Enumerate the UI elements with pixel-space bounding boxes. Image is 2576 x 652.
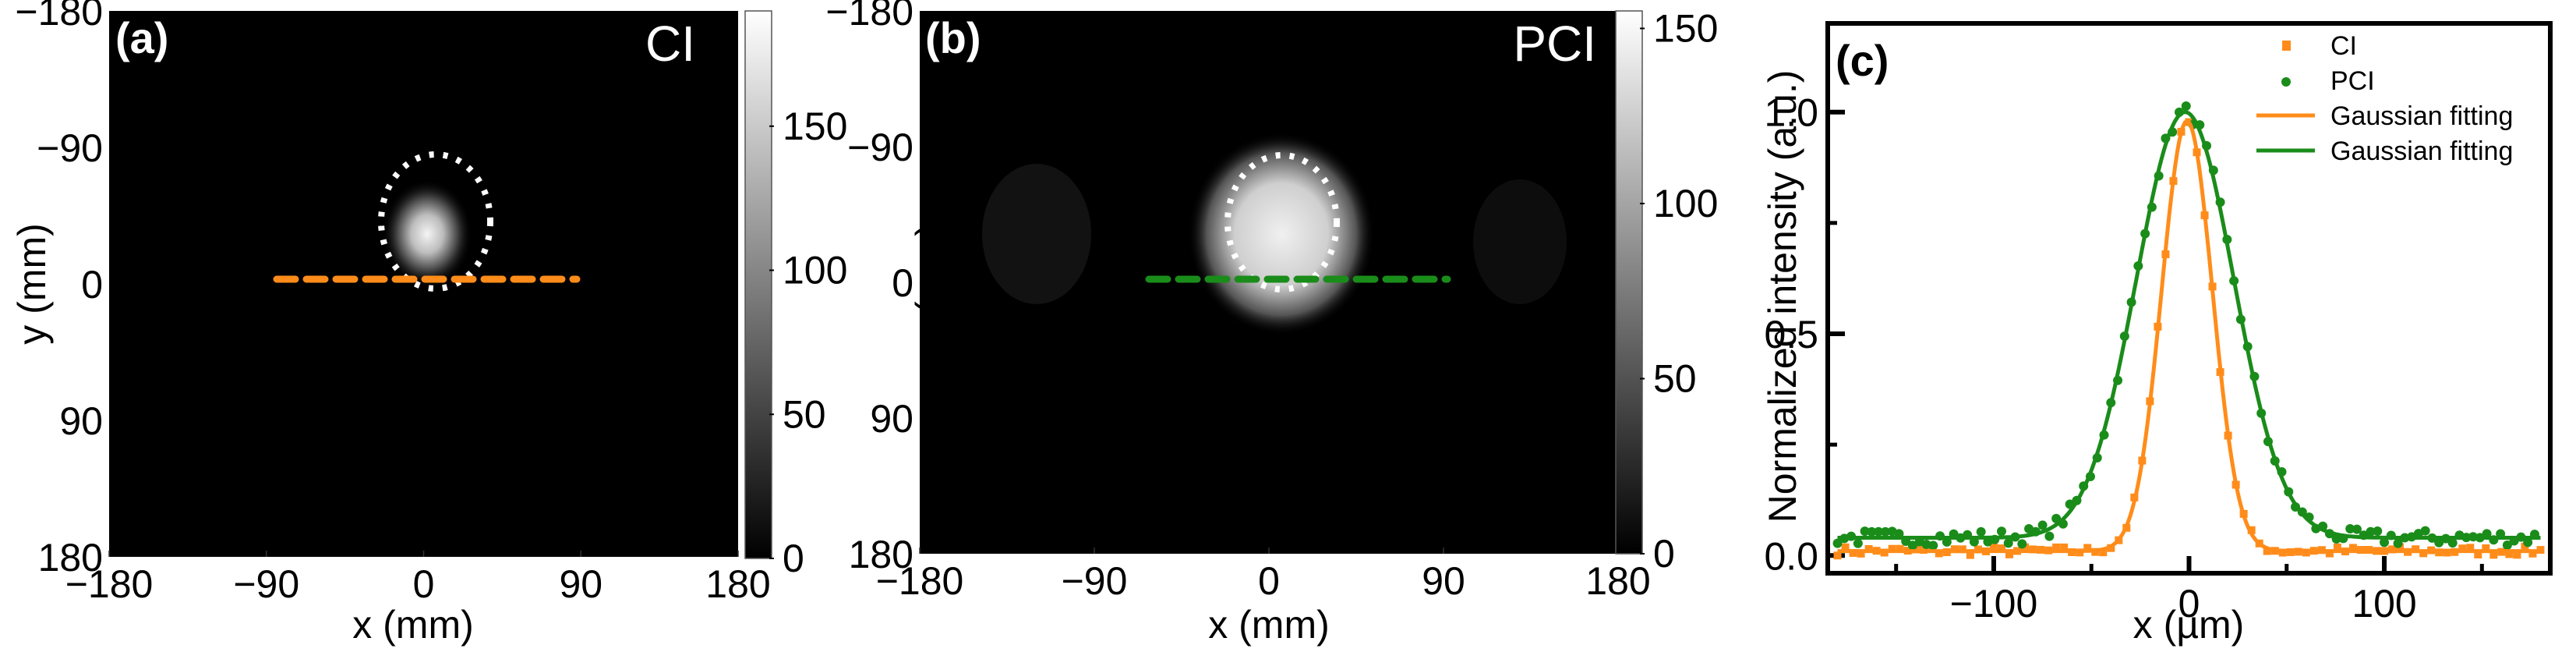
legend-label: Gaussian fitting — [2330, 136, 2513, 166]
panel-label-c: (c) — [1836, 36, 1889, 85]
y-tick-label: −180 — [825, 0, 913, 34]
dotted-ellipse-b — [1224, 152, 1340, 292]
colorbar-tick-label: 150 — [1653, 6, 1718, 50]
y-tick-label: 180 — [38, 536, 103, 579]
colorbar-b — [1615, 10, 1643, 555]
title-b: PCI — [1513, 16, 1596, 72]
x-tick-label: 180 — [1585, 559, 1650, 603]
x-tick-label: −180 — [65, 562, 154, 606]
colorbar-tick-label: 100 — [1653, 182, 1718, 225]
legend-c: CI PCI Gaussian fitting Gaussian fitting — [2256, 31, 2513, 166]
sidelobe-left-b — [982, 164, 1091, 304]
x-axis-label-c: x (µm) — [2133, 603, 2245, 647]
beam-spot-b — [1188, 133, 1375, 335]
x-axis-ticks-b: −180 −90 0 90 180 — [876, 547, 1651, 603]
panel-label-a: (a) — [115, 13, 168, 62]
y-tick-label: 0.5 — [1764, 313, 1818, 356]
x-axis-ticks-a: −180 −90 0 90 180 — [65, 551, 771, 606]
x-axis-label-a: x (mm) — [352, 603, 474, 647]
y-tick-label: 0 — [81, 263, 103, 307]
x-tick-label: 90 — [559, 562, 602, 606]
x-tick-label: −90 — [1062, 559, 1128, 603]
y-tick-label: −90 — [37, 126, 103, 170]
y-axis-ticks-b: −180 −90 0 90 180 — [825, 0, 913, 576]
x-tick-label: −180 — [876, 559, 964, 603]
x-axis-label-b: x (mm) — [1208, 603, 1330, 647]
beam-spot-a — [382, 179, 472, 289]
x-tick-label: −100 — [1950, 582, 2038, 625]
colorbar-tick-label: 50 — [1653, 356, 1697, 400]
colorbar-a — [744, 10, 772, 559]
y-tick-label: 180 — [849, 533, 913, 576]
gaussian-fit-line — [1837, 119, 2541, 554]
colorbar-ticks-b: 0 50 100 150 — [1640, 6, 1718, 576]
y-axis-label-a: y (mm) — [10, 223, 54, 345]
x-tick-label: 90 — [1422, 559, 1465, 603]
x-tick-label: 0 — [2178, 582, 2200, 625]
colorbar-tick-label: 100 — [783, 249, 847, 292]
y-tick-label: −90 — [847, 126, 913, 169]
colorbar-tick-label: 50 — [783, 392, 826, 436]
y-tick-label: 90 — [59, 399, 103, 443]
legend-label: PCI — [2330, 66, 2375, 96]
y-tick-label: 90 — [870, 397, 913, 441]
legend-label: Gaussian fitting — [2330, 101, 2513, 131]
colorbar-tick-label: 0 — [1653, 532, 1675, 576]
y-tick-label: −180 — [15, 0, 103, 34]
x-tick-label: 0 — [413, 562, 435, 606]
panel-c-line-profile: −100 0 100 0.0 0.5 1.0 (c) CI PCI Gaussian fitt… — [1761, 21, 2553, 647]
colorbar-ticks-a: 0 50 100 150 — [769, 105, 847, 580]
panel-a-heatmap: (a) CI −180 −90 0 90 180 −180 −90 0 90 180 x (mm… — [10, 0, 847, 647]
y-tick-label: 0 — [892, 261, 913, 305]
panel-b-heatmap: (b) PCI −180 −90 0 90 180 −180 −90 0 90 180 x (m… — [825, 0, 1718, 647]
x-tick-label: 0 — [1258, 559, 1280, 603]
dotted-ellipse-a — [378, 151, 493, 292]
y-axis-label-c: Normalized intensity (a.u.) — [1761, 70, 1804, 523]
legend-circle-marker-icon — [2281, 77, 2291, 87]
title-a: CI — [645, 16, 695, 72]
colorbar-tick-label: 0 — [783, 537, 804, 580]
y-axis-ticks-a: −180 −90 0 90 180 — [15, 0, 103, 579]
x-tick-label: 100 — [2352, 582, 2416, 625]
colorbar-tick-label: 150 — [783, 105, 847, 148]
series-c — [1832, 101, 2545, 560]
sidelobe-right-b — [1473, 179, 1567, 304]
y-tick-label: 1.0 — [1764, 91, 1818, 135]
gaussian-fit-line — [1837, 110, 2541, 540]
legend-square-marker-icon — [2282, 41, 2291, 51]
x-tick-label: −90 — [233, 562, 299, 606]
y-axis-label-b: y (mm) — [908, 223, 952, 345]
legend-label: CI — [2330, 31, 2357, 61]
x-tick-label: 180 — [705, 562, 770, 606]
panel-label-b: (b) — [925, 13, 981, 62]
y-tick-label: 0.0 — [1764, 534, 1818, 578]
